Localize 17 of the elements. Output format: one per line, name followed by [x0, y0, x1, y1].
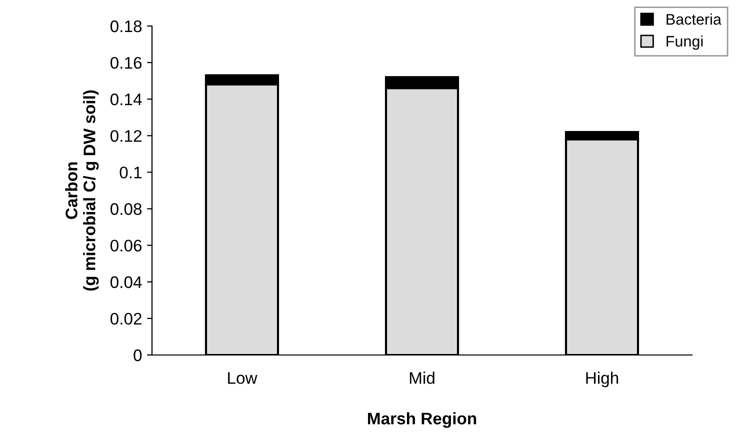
y-tick-label: 0 — [134, 349, 142, 362]
y-tick-label: 0.04 — [110, 276, 142, 288]
y-tick-label: 0.1 — [120, 166, 142, 178]
y-axis-title: Carbon (g microbial C/ g DW soil) — [65, 90, 99, 291]
y-tick-label: 0.16 — [110, 56, 142, 69]
x-tick-label: High — [586, 372, 618, 388]
x-tick-label: Low — [228, 372, 258, 384]
y-tick-label: 0.12 — [110, 130, 142, 142]
legend-label: Bacteria — [666, 14, 722, 25]
y-tick-label: 0.08 — [110, 203, 142, 215]
x-tick-label: Mid — [410, 372, 434, 384]
y-tick-label: 0.14 — [110, 94, 142, 106]
legend-label: Fungi — [666, 35, 703, 50]
y-tick-label: 0.18 — [110, 20, 142, 32]
y-tick-label: 0.02 — [110, 312, 142, 325]
x-axis-title: Marsh Region — [368, 412, 476, 428]
y-tick-label: 0.06 — [110, 240, 142, 252]
